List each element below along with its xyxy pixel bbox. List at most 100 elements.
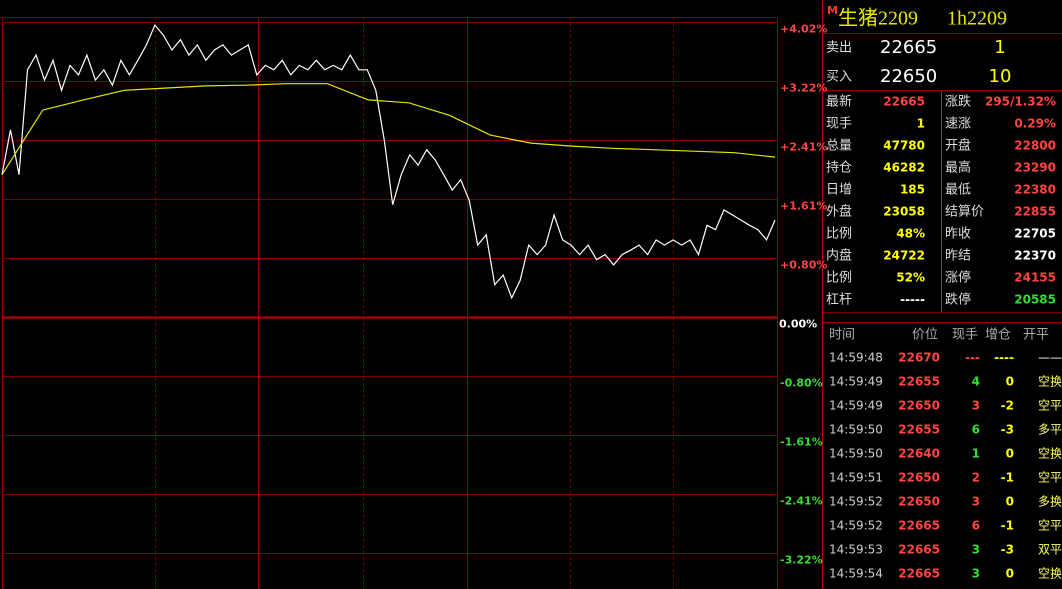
stat-label: 最高 bbox=[945, 160, 971, 176]
trade-cell: 0 bbox=[1006, 447, 1014, 461]
y-tick-label: +2.41% bbox=[780, 141, 827, 154]
trade-cell: 22655 bbox=[898, 423, 940, 437]
trade-cell: 14:59:54 bbox=[829, 567, 883, 581]
trade-cell: 多换 bbox=[1038, 495, 1062, 509]
stat-label: 日增 bbox=[826, 183, 852, 198]
trade-cell: 14:59:49 bbox=[829, 399, 883, 413]
trade-cell: —— bbox=[1038, 351, 1062, 365]
trade-cell: 14:59:52 bbox=[829, 495, 883, 509]
trade-cell: 2 bbox=[972, 471, 980, 485]
trade-cell: 空平 bbox=[1038, 519, 1062, 533]
trade-cell: 3 bbox=[972, 543, 980, 557]
marker: M bbox=[827, 4, 838, 17]
trade-cell: 多平 bbox=[1038, 423, 1062, 437]
trade-cell: -3 bbox=[1001, 543, 1014, 557]
stat-value: 185 bbox=[900, 183, 925, 197]
trade-cell: 3 bbox=[972, 495, 980, 509]
trade-header: 增仓 bbox=[985, 328, 1011, 343]
trade-cell: 22665 bbox=[898, 567, 940, 581]
stat-value: 24722 bbox=[883, 249, 925, 263]
trade-cell: 空换 bbox=[1038, 447, 1062, 461]
stat-value: 22705 bbox=[1014, 227, 1056, 241]
trade-cell: 双平 bbox=[1038, 543, 1062, 557]
trade-cell: 14:59:53 bbox=[829, 543, 883, 557]
trade-cell: --- bbox=[965, 351, 980, 365]
stat-value: 23290 bbox=[1014, 161, 1056, 175]
stat-value: 22855 bbox=[1014, 205, 1056, 219]
trade-cell: 22665 bbox=[898, 519, 940, 533]
trade-cell: ---- bbox=[994, 351, 1014, 365]
stat-label: 昨收 bbox=[945, 227, 971, 242]
trade-cell: -3 bbox=[1001, 423, 1014, 437]
trade-cell: 3 bbox=[972, 567, 980, 581]
stat-label: 结算价 bbox=[945, 205, 984, 220]
stat-label: 外盘 bbox=[826, 204, 852, 220]
stat-value: 22380 bbox=[1014, 183, 1056, 197]
stat-value: ----- bbox=[900, 293, 925, 307]
trade-cell: 22640 bbox=[898, 447, 940, 461]
trade-cell: 空平 bbox=[1038, 471, 1062, 485]
quote-price: 22650 bbox=[880, 66, 937, 87]
trade-header: 现手 bbox=[952, 328, 978, 343]
trade-cell: 14:59:48 bbox=[829, 351, 883, 365]
quote-volume: 1 bbox=[994, 37, 1005, 58]
y-tick-label: -0.80% bbox=[780, 377, 823, 390]
stat-value: 1 bbox=[917, 117, 925, 131]
trade-cell: 4 bbox=[972, 375, 980, 389]
stat-label: 开盘 bbox=[945, 138, 971, 154]
trade-cell: -1 bbox=[1001, 519, 1014, 533]
stat-label: 持仓 bbox=[826, 161, 852, 176]
stat-label: 现手 bbox=[826, 117, 852, 132]
stat-value: 22800 bbox=[1014, 139, 1056, 153]
price-line bbox=[1, 83, 776, 176]
trade-cell: -2 bbox=[1001, 399, 1014, 413]
y-tick-label: +0.80% bbox=[780, 259, 827, 272]
trade-cell: 6 bbox=[972, 423, 980, 437]
stat-label: 比例 bbox=[826, 271, 852, 286]
stat-label: 昨结 bbox=[945, 249, 971, 264]
trade-cell: 1 bbox=[972, 447, 980, 461]
quote-label: 卖出 bbox=[826, 41, 852, 56]
y-tick-label: -2.41% bbox=[780, 495, 823, 508]
stat-value: 52% bbox=[896, 271, 925, 285]
trade-header: 价位 bbox=[912, 328, 938, 343]
trade-cell: 空换 bbox=[1038, 567, 1062, 581]
trade-cell: 22650 bbox=[898, 399, 940, 413]
stat-value: 46282 bbox=[883, 161, 925, 175]
y-tick-label: +3.22% bbox=[780, 82, 827, 95]
trade-cell: 14:59:51 bbox=[829, 471, 883, 485]
stat-label: 速涨 bbox=[945, 117, 971, 132]
stat-label: 最低 bbox=[945, 183, 971, 198]
trade-header: 时间 bbox=[829, 328, 855, 343]
stat-value: 0.29% bbox=[1014, 117, 1056, 131]
trade-cell: 0 bbox=[1006, 375, 1014, 389]
trade-cell: 22650 bbox=[898, 471, 940, 485]
trade-cell: 14:59:52 bbox=[829, 519, 883, 533]
instrument-code: 1h2209 bbox=[947, 8, 1007, 30]
stat-label: 杠杆 bbox=[826, 292, 852, 308]
trade-cell: 6 bbox=[972, 519, 980, 533]
y-tick-label: -3.22% bbox=[780, 554, 823, 567]
stat-label: 总量 bbox=[826, 139, 852, 154]
quote-label: 买入 bbox=[826, 70, 852, 85]
stat-value: 47780 bbox=[883, 139, 925, 153]
stat-label: 跌停 bbox=[945, 292, 971, 308]
instrument-name: 生猪2209 bbox=[838, 7, 918, 30]
trade-cell: 14:59:49 bbox=[829, 375, 883, 389]
stat-label: 涨跌 bbox=[945, 94, 971, 110]
trade-cell: -1 bbox=[1001, 471, 1014, 485]
stat-value: 24155 bbox=[1014, 271, 1056, 285]
stat-value: 295/1.32% bbox=[985, 95, 1056, 109]
stat-label: 涨停 bbox=[945, 270, 971, 286]
trade-cell: 空平 bbox=[1038, 399, 1062, 413]
quote-volume: 10 bbox=[989, 66, 1012, 87]
trade-cell: 0 bbox=[1006, 495, 1014, 509]
stat-value: 22665 bbox=[883, 95, 925, 109]
stat-label: 内盘 bbox=[826, 248, 852, 264]
trade-cell: 14:59:50 bbox=[829, 423, 883, 437]
trade-cell: 14:59:50 bbox=[829, 447, 883, 461]
trade-cell: 22655 bbox=[898, 375, 940, 389]
